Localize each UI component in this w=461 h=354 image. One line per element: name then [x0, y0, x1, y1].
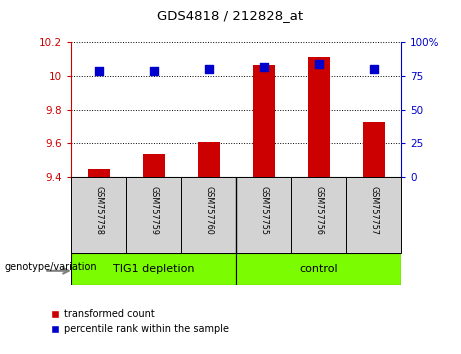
Bar	[363, 121, 384, 177]
Point	[150, 68, 158, 74]
Bar	[236, 253, 401, 285]
Point	[95, 68, 103, 74]
Bar	[88, 169, 110, 177]
Bar	[198, 142, 220, 177]
Bar	[291, 177, 346, 253]
Text: GDS4818 / 212828_at: GDS4818 / 212828_at	[158, 9, 303, 22]
Bar	[143, 154, 165, 177]
Text: GSM757757: GSM757757	[369, 186, 378, 235]
Text: TIG1 depletion: TIG1 depletion	[113, 264, 195, 274]
Point	[315, 61, 322, 67]
Text: GSM757759: GSM757759	[149, 186, 159, 235]
Bar	[181, 177, 236, 253]
Point	[370, 67, 377, 72]
Bar	[307, 57, 330, 177]
Text: GSM757758: GSM757758	[95, 186, 103, 235]
Bar	[346, 177, 401, 253]
Bar	[126, 177, 181, 253]
Text: GSM757756: GSM757756	[314, 186, 323, 235]
Text: genotype/variation: genotype/variation	[5, 262, 97, 272]
Text: GSM757760: GSM757760	[204, 186, 213, 235]
Bar	[71, 253, 236, 285]
Text: control: control	[299, 264, 338, 274]
Point	[260, 64, 267, 69]
Point	[205, 67, 213, 72]
Bar	[71, 177, 126, 253]
Text: GSM757755: GSM757755	[259, 186, 268, 235]
Bar	[253, 65, 275, 177]
Bar	[236, 177, 291, 253]
Legend: transformed count, percentile rank within the sample: transformed count, percentile rank withi…	[51, 309, 229, 334]
